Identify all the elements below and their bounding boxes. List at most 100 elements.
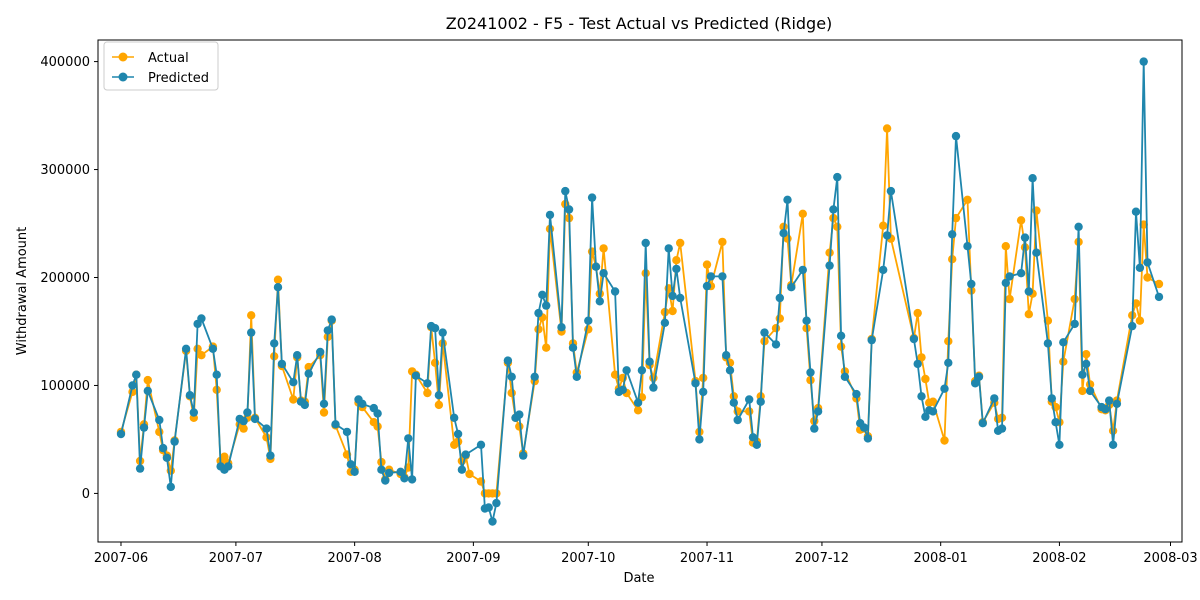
point-predicted-31 [289,378,298,387]
point-actual-110 [718,237,727,247]
y-tick-label: 400000 [40,55,90,70]
point-actual-77 [534,325,543,334]
point-predicted-13 [189,408,198,417]
point-predicted-116 [752,440,761,449]
point-predicted-181 [1112,399,1122,408]
point-actual-125 [798,209,807,218]
y-tick-label: 0 [82,487,90,502]
point-actual-175 [1078,386,1087,396]
point-predicted-81 [561,186,570,196]
legend-marker-predicted [118,72,128,82]
point-predicted-5 [143,386,152,396]
y-tick-label: 100000 [40,379,90,394]
point-predicted-128 [813,407,823,416]
legend-marker-actual [118,52,128,62]
point-predicted-154 [971,379,980,388]
point-actual-102 [668,306,677,316]
point-predicted-76 [534,308,543,318]
point-actual-65 [465,469,474,479]
point-predicted-104 [691,379,700,388]
x-axis-title: Date [623,571,654,586]
point-predicted-123 [787,283,796,292]
point-predicted-39 [327,315,336,324]
point-predicted-139 [879,265,888,275]
point-predicted-169 [1051,418,1060,427]
x-tick-label: 2007-11 [680,551,734,566]
point-predicted-36 [316,347,325,357]
point-predicted-137 [863,434,873,443]
point-predicted-155 [974,372,984,381]
point-predicted-8 [162,453,172,462]
point-predicted-28 [270,339,279,348]
series-line-predicted [120,60,1160,523]
point-predicted-41 [342,427,352,437]
point-predicted-138 [867,335,876,345]
point-predicted-94 [633,398,643,407]
point-predicted-115 [748,433,758,442]
point-predicted-136 [859,423,869,432]
point-predicted-113 [733,415,742,425]
point-predicted-118 [760,328,769,337]
point-predicted-164 [1024,287,1034,296]
point-predicted-51 [396,467,405,476]
chart-title: Z0241002 - F5 - Test Actual vs Predicted… [446,14,833,33]
point-predicted-22 [239,416,248,426]
point-predicted-10 [170,437,179,446]
point-predicted-7 [158,443,168,453]
point-predicted-171 [1059,338,1068,347]
point-predicted-147 [928,407,938,416]
point-actual-141 [882,124,892,133]
point-predicted-92 [618,385,627,394]
point-predicted-71 [507,372,516,381]
point-predicted-106 [699,387,708,397]
point-predicted-145 [921,412,930,421]
point-predicted-11 [181,344,191,353]
point-actual-79 [542,343,551,352]
point-actual-152 [951,213,961,223]
point-actual-37 [319,408,329,417]
point-actual-29 [273,275,283,284]
point-predicted-132 [836,331,846,340]
point-predicted-88 [595,297,604,306]
point-predicted-6 [155,415,164,425]
point-predicted-109 [718,272,727,281]
point-actual-145 [917,353,926,362]
point-predicted-9 [166,482,175,492]
point-actual-165 [1024,310,1034,319]
point-actual-148 [928,397,938,406]
point-predicted-150 [948,230,957,239]
legend-label-actual: Actual [148,51,189,66]
point-predicted-85 [584,316,593,325]
point-predicted-120 [775,293,784,303]
point-actual-56 [423,388,432,398]
point-actual-133 [836,342,846,351]
point-predicted-59 [434,391,444,400]
point-predicted-67 [484,503,493,512]
point-predicted-162 [1016,269,1026,278]
point-predicted-129 [825,261,834,270]
point-predicted-61 [450,413,459,422]
legend-label-predicted: Predicted [148,71,209,86]
point-predicted-29 [273,283,283,292]
point-predicted-133 [840,372,850,381]
point-actual-140 [879,221,888,230]
point-predicted-173 [1074,222,1083,231]
point-predicted-0 [116,429,126,439]
point-predicted-48 [377,465,386,474]
point-predicted-65 [476,440,486,449]
point-actual-97 [641,269,650,278]
point-predicted-122 [783,195,792,204]
point-predicted-25 [250,414,260,424]
point-predicted-134 [852,389,861,399]
point-predicted-15 [197,314,206,323]
point-predicted-12 [185,391,195,400]
point-predicted-93 [622,366,631,375]
point-actual-103 [672,256,681,265]
point-predicted-174 [1078,370,1087,379]
point-predicted-62 [453,429,463,439]
point-predicted-179 [1105,396,1114,405]
point-predicted-148 [940,384,949,393]
point-predicted-17 [212,370,221,379]
point-actual-95 [633,406,643,415]
